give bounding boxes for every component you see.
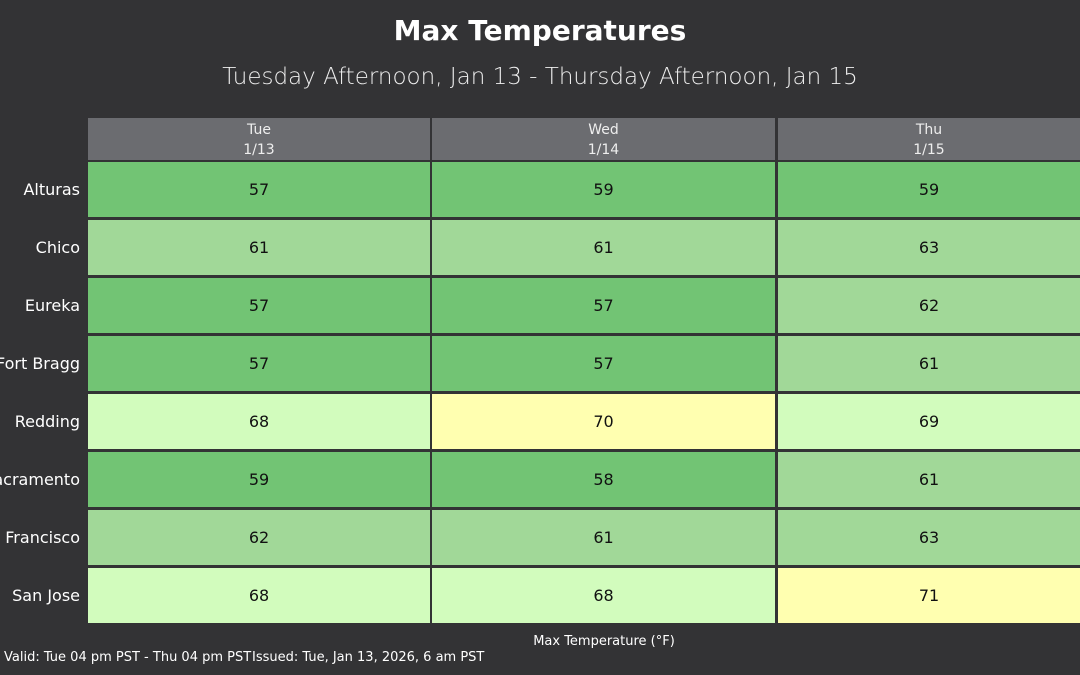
column-day: Wed [588, 122, 619, 138]
cell: 61 [778, 336, 1080, 391]
cell: 61 [778, 452, 1080, 507]
column-day: Thu [915, 122, 943, 138]
cell: 61 [432, 220, 775, 275]
cell: 59 [778, 162, 1080, 217]
title: Max Temperatures [393, 14, 687, 47]
cell: 63 [778, 220, 1080, 275]
row-label: San Francisco [0, 528, 80, 547]
row-label: Chico [35, 238, 80, 257]
cell: 57 [432, 278, 775, 333]
cell: 57 [432, 336, 775, 391]
valid-text: Valid: Tue 04 pm PST - Thu 04 pm PST [4, 650, 252, 665]
cell: 61 [88, 220, 430, 275]
cell: 69 [778, 394, 1080, 449]
row-label: Alturas [23, 180, 80, 199]
issued-text: Issued: Tue, Jan 13, 2026, 6 am PST [252, 650, 485, 665]
cell: 63 [778, 510, 1080, 565]
cell: 68 [432, 568, 775, 623]
subtitle: Tuesday Afternoon, Jan 13 - Thursday Aft… [222, 64, 858, 90]
cell: 57 [88, 162, 430, 217]
column-header: Tue 1/13 [88, 118, 430, 160]
cell: 61 [432, 510, 775, 565]
cell: 57 [88, 336, 430, 391]
column-header: Thu 1/15 [778, 118, 1080, 160]
column-date: 1/13 [243, 142, 275, 158]
cell: 57 [88, 278, 430, 333]
row-label: San Jose [12, 586, 80, 605]
cell: 62 [778, 278, 1080, 333]
cell: 68 [88, 568, 430, 623]
cell: 59 [88, 452, 430, 507]
row-label: Redding [14, 412, 80, 431]
cell: 58 [432, 452, 775, 507]
cell: 62 [88, 510, 430, 565]
column-date: 1/15 [913, 142, 945, 158]
column-date: 1/14 [587, 142, 620, 158]
cell: 71 [778, 568, 1080, 623]
cell: 59 [432, 162, 775, 217]
row-label: Fort Bragg [0, 354, 80, 373]
cell: 68 [88, 394, 430, 449]
cell: 70 [432, 394, 775, 449]
legend-label: Max Temperature (°F) [533, 634, 675, 649]
column-header: Wed 1/14 [432, 118, 775, 160]
row-label: Eureka [24, 296, 80, 315]
column-day: Tue [247, 122, 271, 138]
row-label: Sacramento [0, 470, 80, 489]
